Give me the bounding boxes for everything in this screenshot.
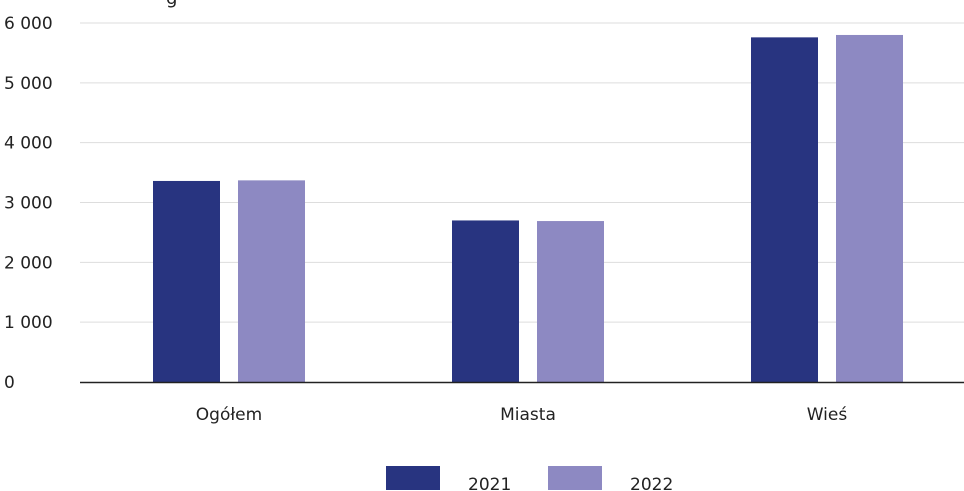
- bar-2022-0: [238, 180, 305, 382]
- bar-2021-0: [153, 180, 220, 382]
- x-axis-tick-labels: Ogółem Miasta Wieś: [196, 405, 848, 425]
- bar-2021-1: [452, 220, 519, 382]
- y-tick-label: 2 000: [4, 253, 53, 273]
- x-tick-label: Ogółem: [196, 405, 262, 425]
- y-axis-tick-labels: 0 1 000 2 000 3 000 4 000 5 000 6 000: [4, 14, 53, 393]
- y-tick-label: 5 000: [4, 74, 53, 94]
- x-tick-label: Wieś: [807, 405, 848, 425]
- legend: 2021 2022: [386, 466, 673, 491]
- legend-label-2022: 2022: [630, 475, 673, 491]
- y-tick-label: 4 000: [4, 134, 53, 154]
- bars: [153, 34, 903, 383]
- legend-swatch-2021: [386, 466, 440, 490]
- y-tick-label: 3 000: [4, 194, 53, 214]
- x-tick-label: Miasta: [500, 405, 556, 425]
- chart-title-fragment: g: [166, 0, 177, 9]
- legend-label-2021: 2021: [468, 475, 511, 491]
- bar-2021-2: [751, 37, 818, 383]
- bar-2022-2: [836, 34, 903, 382]
- legend-swatch-2022: [548, 466, 602, 490]
- y-tick-label: 6 000: [4, 14, 53, 34]
- y-tick-label: 0: [4, 373, 15, 393]
- y-tick-label: 1 000: [4, 313, 53, 333]
- bar-2022-1: [537, 221, 604, 382]
